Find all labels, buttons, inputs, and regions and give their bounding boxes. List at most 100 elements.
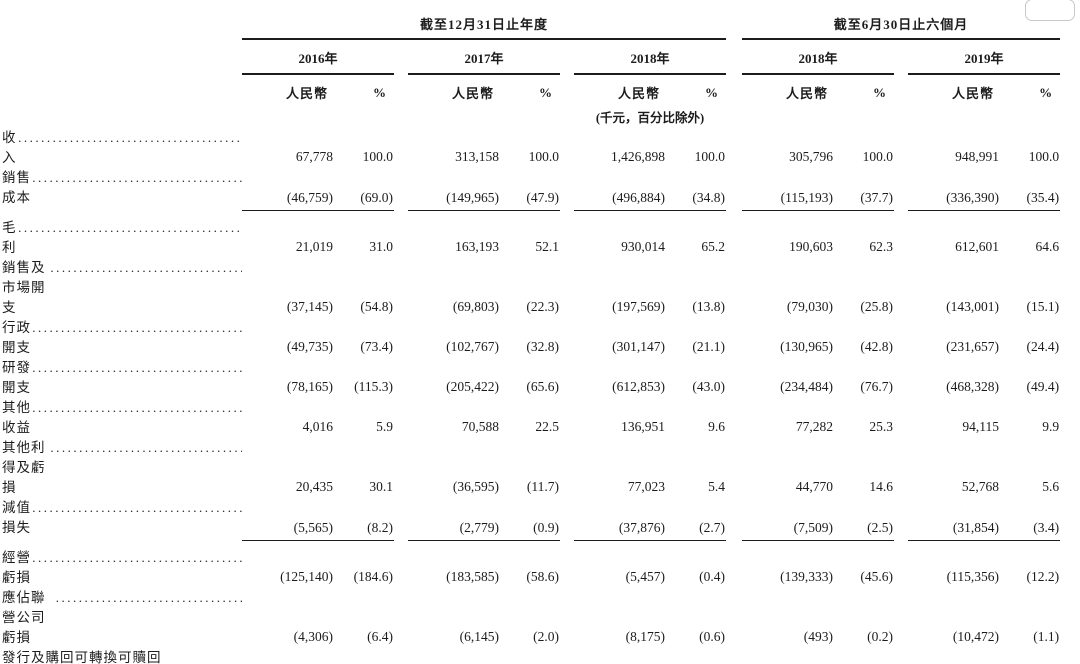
gap	[726, 256, 742, 316]
pct-value-cell: (2.0)	[533, 629, 559, 644]
pct-value-cell: (11.7)	[526, 479, 559, 494]
rmb-value-cell: (8,175)	[625, 629, 665, 644]
unit-note-row: (千元，百分比除外)	[2, 104, 1080, 126]
pct-value-cell: (58.6)	[526, 569, 559, 584]
pct-value-cell: (184.6)	[353, 569, 393, 584]
pct-column-header: %	[873, 84, 887, 100]
pct-value-cell: (24.4)	[1026, 339, 1060, 354]
rmb-value-cell: (37,876)	[574, 496, 666, 541]
dot-leader	[32, 400, 242, 416]
rmb-value-cell: (78,165)	[286, 379, 333, 394]
gap	[1060, 166, 1080, 210]
dot-leader	[50, 260, 242, 276]
pct-value-cell: (2.7)	[666, 496, 727, 541]
rmb-value-cell: (31,854)	[908, 496, 1001, 541]
gap	[394, 540, 408, 586]
pct-column-header: %	[705, 84, 719, 100]
table-row: 其他利得及虧損 20,435 30.1 (36,595) (11.7) 77,023 5.4…	[2, 436, 1080, 496]
gap	[394, 356, 408, 396]
pct-value-cell: (12.2)	[1026, 569, 1060, 584]
pct-value-cell: (43.0)	[692, 379, 726, 394]
rmb-column-header: 人民幣	[451, 86, 494, 101]
gap	[1060, 646, 1080, 664]
gap	[894, 356, 908, 396]
pct-value-cell: (21.1)	[692, 339, 726, 354]
rmb-value-cell: 930,014	[621, 239, 665, 254]
pct-value-cell: (24.8)	[666, 646, 726, 664]
table-row: 應佔聯營公司虧損 (4,306) (6.4) (6,145) (2.0) (8,175) (…	[2, 586, 1080, 646]
rmb-value-cell: (46,759)	[242, 166, 334, 211]
pct-value-cell: 5.4	[708, 479, 726, 494]
pct-value-cell: (0.9)	[500, 496, 560, 541]
gap	[560, 496, 574, 540]
pct-value-cell: 14.6	[869, 479, 894, 494]
pct-value-cell: 100.0	[528, 149, 559, 164]
rmb-value-cell: (125,140)	[280, 569, 333, 584]
corner-cell	[2, 74, 242, 104]
pct-value-cell: (6.4)	[367, 629, 393, 644]
pct-value-cell: (0.2)	[867, 629, 894, 644]
rmb-value-cell: 190,603	[789, 239, 834, 254]
gap	[394, 210, 408, 256]
pct-value-cell: (0.4)	[699, 569, 726, 584]
gap	[726, 74, 742, 104]
gap	[726, 646, 742, 664]
gap	[894, 496, 908, 540]
pct-value-cell: (73.4)	[360, 339, 393, 354]
rmb-value-cell: (183,585)	[446, 569, 499, 584]
row-label-text: 發行及購回可轉換可贖回	[2, 650, 162, 664]
table-row: 其他收益 4,016 5.9 70,588 22.5 136,951 9.6 77,282 25…	[2, 396, 1080, 436]
rmb-value-cell: 305,796	[789, 149, 834, 164]
rmb-value-cell: (143,001)	[946, 299, 1000, 314]
row-label: 減值損失	[2, 496, 242, 540]
row-label-text: 其他利得及虧損	[2, 440, 46, 495]
pct-value-cell: (25.8)	[860, 299, 894, 314]
pct-value-cell: (32.8)	[526, 339, 559, 354]
gap	[894, 39, 908, 74]
gap	[560, 256, 574, 316]
gap	[894, 166, 908, 210]
pct-value-cell: —	[1000, 646, 1060, 664]
pct-value-cell: (65.6)	[526, 379, 559, 394]
rmb-value-cell: (493)	[803, 629, 834, 644]
pct-value-cell: 62.3	[869, 239, 894, 254]
row-label-text: 收入	[2, 130, 17, 165]
pct-value-cell: 52.1	[535, 239, 559, 254]
pct-value-cell: (2.5)	[834, 496, 895, 541]
gap	[560, 396, 574, 436]
pct-value-cell: 64.6	[1035, 239, 1060, 254]
rmb-value-cell: (4,306)	[293, 629, 333, 644]
gap	[560, 646, 574, 664]
table-row: 毛利 21,019 31.0 163,193 52.1 930,014 65.2 190,60…	[2, 210, 1080, 256]
table-row: 收入 67,778 100.0 313,158 100.0 1,426,898 100.0 3…	[2, 126, 1080, 166]
row-label: 發行及購回可轉換可贖回優先股	[2, 646, 242, 664]
gap	[394, 396, 408, 436]
rmb-value-cell: 948,991	[955, 149, 1000, 164]
gap	[560, 316, 574, 356]
row-label-text: 減值損失	[2, 500, 31, 535]
table-body: 收入 67,778 100.0 313,158 100.0 1,426,898 100.0 3…	[2, 126, 1080, 664]
gap	[894, 396, 908, 436]
pct-value-cell: (22.3)	[526, 299, 559, 314]
dot-leader	[32, 500, 242, 516]
rmb-value-cell: (301,147)	[612, 339, 665, 354]
row-label-text: 應佔聯營公司虧損	[2, 590, 46, 645]
gap	[560, 540, 574, 586]
row-label: 應佔聯營公司虧損	[2, 586, 242, 646]
rmb-value-cell: (5,565)	[242, 496, 334, 541]
rmb-value-cell: (231,657)	[946, 339, 1000, 354]
row-label-text: 銷售成本	[2, 170, 31, 205]
gap	[560, 166, 574, 210]
rmb-value-cell: (468,328)	[946, 379, 1000, 394]
gap	[1060, 496, 1080, 540]
row-label-text: 銷售及市場開支	[2, 260, 46, 315]
gap	[726, 396, 742, 436]
gap	[394, 436, 408, 496]
pct-value-cell: (34.8)	[666, 166, 727, 211]
pct-value-cell: 100.0	[862, 149, 894, 164]
rmb-value-cell: (37,145)	[286, 299, 333, 314]
table-header: 截至12月31日止年度 截至6月30日止六個月 2016年 2017年 2018…	[2, 8, 1080, 126]
gap	[394, 316, 408, 356]
period-interim-header: 截至6月30日止六個月	[742, 8, 1061, 40]
gap	[1060, 316, 1080, 356]
